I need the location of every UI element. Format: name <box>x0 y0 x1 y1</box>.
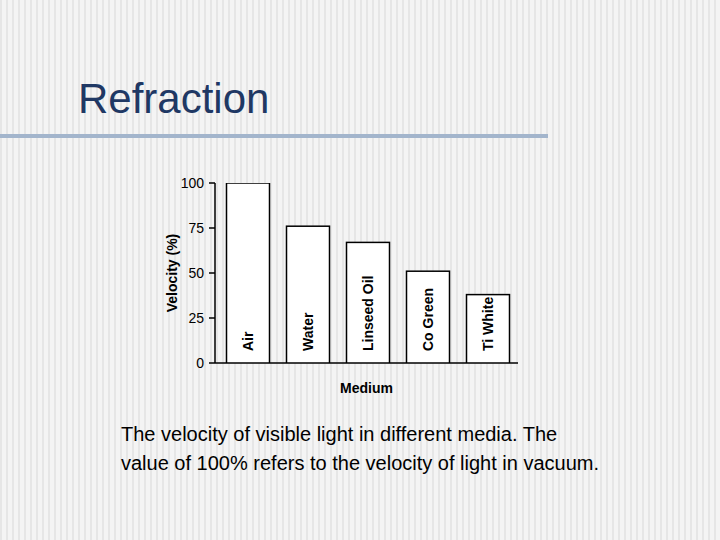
bar <box>407 271 450 363</box>
y-tick <box>209 362 215 364</box>
y-tick-label: 50 <box>188 265 204 281</box>
category-label: Water <box>300 312 316 351</box>
bar <box>467 295 510 363</box>
slide: Refraction 0 25 50 75 100 Velocity (%) Medium Ai… <box>0 0 720 540</box>
background <box>0 0 720 540</box>
bar-labels: Air Water Linseed Oil Co Green Ti White <box>240 276 496 351</box>
y-tick-label: 100 <box>181 175 205 191</box>
y-axis-label: Velocity (%) <box>164 234 180 313</box>
category-label: Ti White <box>480 297 496 351</box>
title-rule <box>0 134 548 138</box>
y-tick-label: 75 <box>188 220 204 236</box>
category-label: Linseed Oil <box>360 276 376 351</box>
y-tick-label: 0 <box>196 355 204 371</box>
bar <box>347 242 390 363</box>
caption-box: The velocity of visible light in differe… <box>118 420 618 530</box>
bars <box>227 183 510 363</box>
caption: The velocity of visible light in differe… <box>118 420 601 478</box>
y-tick <box>209 227 215 229</box>
category-label: Air <box>240 331 256 351</box>
y-tick-label: 25 <box>188 310 204 326</box>
x-axis-label: Medium <box>340 380 393 396</box>
bar <box>287 226 330 363</box>
slide-title: Refraction <box>78 75 269 122</box>
y-tick <box>209 272 215 274</box>
bar <box>227 183 270 363</box>
category-label: Co Green <box>420 288 436 351</box>
y-tick <box>209 182 215 184</box>
y-tick <box>209 317 215 319</box>
